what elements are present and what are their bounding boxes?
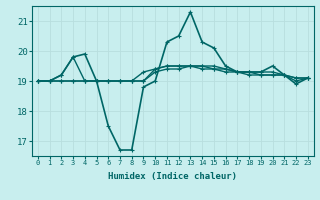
X-axis label: Humidex (Indice chaleur): Humidex (Indice chaleur) [108,172,237,181]
